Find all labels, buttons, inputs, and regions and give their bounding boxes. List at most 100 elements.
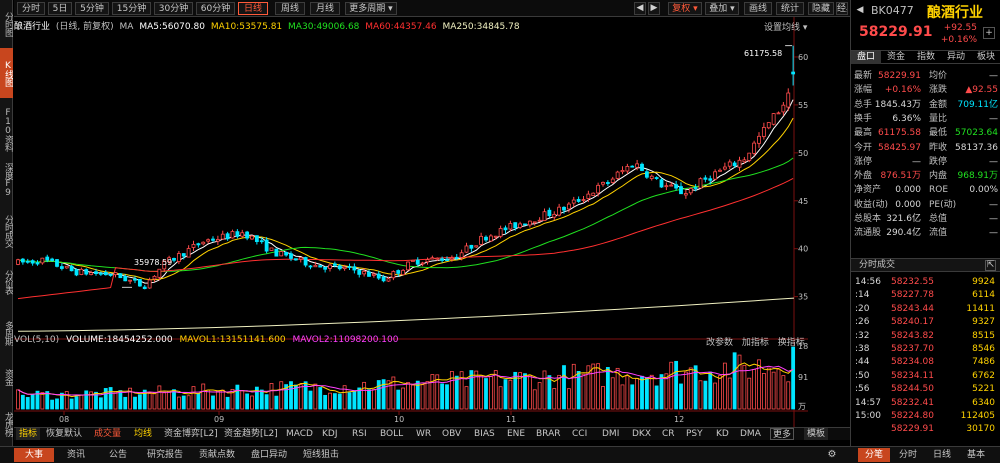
indicator-tab-fund-game[interactable]: 资金博弈[L2] [164,429,218,439]
period-button-weekly[interactable]: 周线 [275,2,305,15]
period-button-more[interactable]: 更多周期 ▾ [345,2,397,15]
candle-body [488,235,493,242]
period-button-60min[interactable]: 60分钟 [196,2,235,15]
high-annotation: 61175.58 [744,49,783,58]
bottom-tab-news[interactable]: 资讯 [66,450,85,460]
bottom-tab-notices[interactable]: 公告 [108,450,127,460]
quote-label: 流通股 [854,228,882,239]
left-tab-multi-period[interactable]: 多周期 [3,320,13,345]
indicator-tab-bias[interactable]: BIAS [474,429,495,439]
indicator-tab-kdj[interactable]: KDJ [322,429,338,439]
left-tab-kline[interactable]: K线图 [0,48,13,98]
edit-params-button[interactable]: 改参数 [706,338,734,348]
kline-chart[interactable]: 60000.00 55000.00 50000.00 45000.00 40000.00… [14,17,808,427]
quote-tab-book[interactable]: 盘口 [851,51,881,64]
arrow-right-icon[interactable]: ▶ [648,2,660,15]
right-bottom-tab-daily[interactable]: 日线 [932,450,951,460]
indicator-tab-boll[interactable]: BOLL [380,429,404,439]
left-tab-depth[interactable]: 深度F9 [3,163,13,197]
period-button-5day[interactable]: 5日 [48,2,72,15]
indicator-tab-psy[interactable]: PSY [686,429,703,439]
indicator-tab-macd[interactable]: MACD [286,429,313,439]
left-tab-dragon[interactable]: 龙虎榜 [3,412,13,436]
gear-icon[interactable]: ⚙ [827,449,837,460]
switch-indicator-button[interactable]: 换指标 [777,338,805,348]
stats-button[interactable]: 统计 [776,2,804,15]
quote-tab-moves[interactable]: 异动 [946,52,965,62]
quote-value: 290.4亿 [886,228,921,239]
bottom-tab-market-move[interactable]: 盘口异动 [250,450,287,460]
right-bottom-tab-basic[interactable]: 基本 [966,450,985,460]
indicator-tab-dma[interactable]: DMA [740,429,761,439]
indicator-tab-dmi[interactable]: DMI [602,429,620,439]
bottom-tab-research[interactable]: 研究报告 [146,450,183,460]
indicator-tab-index[interactable]: 指标 [16,428,41,440]
expand-icon[interactable]: ⇱ [985,260,996,271]
bottom-tab-events[interactable]: 大事 [14,448,54,462]
classic-button[interactable]: 经典 [836,2,848,15]
overlay-button[interactable]: 叠加 ▾ [705,2,739,15]
tick-price: 58224.80 [891,411,934,421]
left-tab-ticks[interactable]: 分时成交 [3,215,13,247]
bottom-tab-contribution[interactable]: 贡献点数 [198,450,235,460]
indicator-tab-rsi[interactable]: RSI [352,429,367,439]
volume-bar [596,363,601,410]
candle-body [713,171,718,180]
indicator-tab-brar[interactable]: BRAR [536,429,561,439]
draw-line-button[interactable]: 画线 [744,2,772,15]
right-bottom-tab-intraday[interactable]: 分时 [898,450,917,460]
volume-bar [552,388,557,410]
ticks-title: 分时成交 [859,260,896,270]
indicator-tab-obv[interactable]: OBV [442,429,462,439]
hide-button[interactable]: 隐藏 [808,2,834,15]
candle-body [615,171,620,179]
mavol1-line [17,362,794,398]
period-button-15min[interactable]: 15分钟 [112,2,151,15]
left-tab-funds[interactable]: 资金 [3,369,13,385]
tick-volume: 5221 [972,384,995,395]
price-change: +92.55 +0.16% [939,22,977,46]
add-icon[interactable]: + [983,27,995,39]
period-button-intraday[interactable]: 分时 [17,2,45,15]
volume-bar [40,392,45,410]
indicator-tab-ene[interactable]: ENE [507,429,526,439]
indicator-tab-more[interactable]: 更多 [770,428,795,440]
period-button-monthly[interactable]: 月线 [310,2,340,15]
indicator-tab-cr[interactable]: CR [662,429,675,439]
indicator-tab-fund-trend[interactable]: 资金趋势[L2] [224,429,278,439]
y-axis-label: 55000.00 [798,101,808,110]
left-tab-price-table[interactable]: 分价表 [3,270,13,294]
indicator-tab-cci[interactable]: CCI [572,429,588,439]
period-button-5min[interactable]: 5分钟 [75,2,109,15]
indicator-tab-kd[interactable]: KD [716,429,729,439]
indicator-tab-wr[interactable]: WR [416,429,432,439]
add-indicator-button[interactable]: 加指标 [741,338,769,348]
candle-body [547,209,552,217]
quote-tab-sector[interactable]: 板块 [976,52,995,62]
left-tab-time-chart[interactable]: 分时图 [3,12,13,36]
right-bottom-tab-ticks[interactable]: 分笔 [858,448,890,462]
adjust-button[interactable]: 复权 ▾ [668,2,702,15]
candle-body [337,265,342,270]
quote-label: 涨停 [854,156,873,167]
volume-bar [142,389,147,410]
quote-label: 均价 [929,71,948,81]
indicator-tab-ma[interactable]: 均线 [134,429,153,439]
candle-body [381,276,386,282]
y-axis-label: 60000.00 [798,53,808,62]
indicator-tab-reset[interactable]: 恢复默认 [46,429,83,439]
tick-time: 14:56 [855,277,881,287]
ma-settings-button[interactable]: 设置均线 ▾ [764,23,808,33]
period-button-daily[interactable]: 日线 [238,2,268,15]
chevron-left-icon[interactable]: ◀ [856,5,864,15]
indicator-tab-dkx[interactable]: DKX [632,429,651,439]
arrow-left-icon[interactable]: ◀ [634,2,646,15]
left-tab-f10[interactable]: F10资料 [3,107,13,151]
volume-bar [298,384,303,410]
quote-tab-funds[interactable]: 资金 [886,52,905,62]
indicator-tab-volume[interactable]: 成交量 [94,429,122,439]
period-button-30min[interactable]: 30分钟 [154,2,193,15]
quote-tab-index[interactable]: 指数 [916,52,935,62]
bottom-tab-short-snipe[interactable]: 短线狙击 [302,450,339,460]
indicator-tab-template[interactable]: 模板 [804,428,829,440]
